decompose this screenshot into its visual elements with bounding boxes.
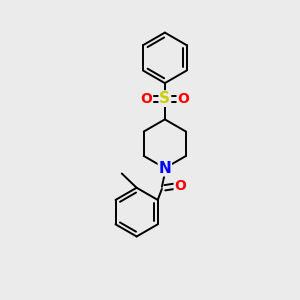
Text: O: O: [140, 92, 152, 106]
Text: O: O: [177, 92, 189, 106]
Text: S: S: [159, 91, 170, 106]
Text: O: O: [174, 179, 186, 193]
Text: N: N: [158, 160, 171, 175]
